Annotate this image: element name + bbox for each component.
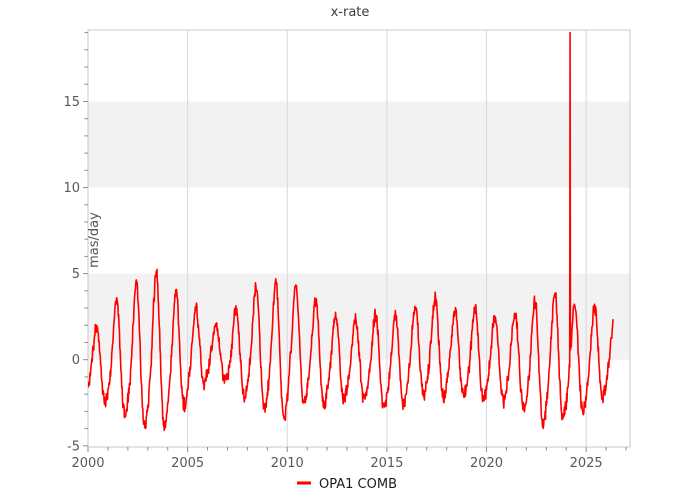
series-opa1-comb [88,31,614,432]
legend-label: OPA1 COMB [319,477,397,492]
x-tick-label: 2010 [271,456,304,471]
y-tick-label: 15 [63,95,80,110]
shaded-band [88,101,630,188]
plot-bands [88,101,630,360]
plot-border [87,29,631,448]
y-axis-label: mas/day [87,212,102,268]
chart-title: x-rate [331,5,370,20]
y-tick-label: 0 [72,353,80,368]
y-axis: -5 0 5 10 15 [63,32,88,454]
x-axis: 2000 2005 2010 2015 2020 2025 [71,447,627,471]
legend: OPA1 COMB [297,477,397,492]
x-tick-label: 2005 [171,456,204,471]
y-tick-label: -5 [67,439,80,454]
series-line [88,31,614,432]
x-tick-label: 2020 [470,456,503,471]
x-tick-label: 2015 [370,456,403,471]
x-tick-label: 2000 [71,456,104,471]
y-tick-label: 5 [72,267,80,282]
grid-lines [187,30,587,447]
y-tick-label: 10 [63,181,80,196]
x-tick-label: 2025 [570,456,603,471]
